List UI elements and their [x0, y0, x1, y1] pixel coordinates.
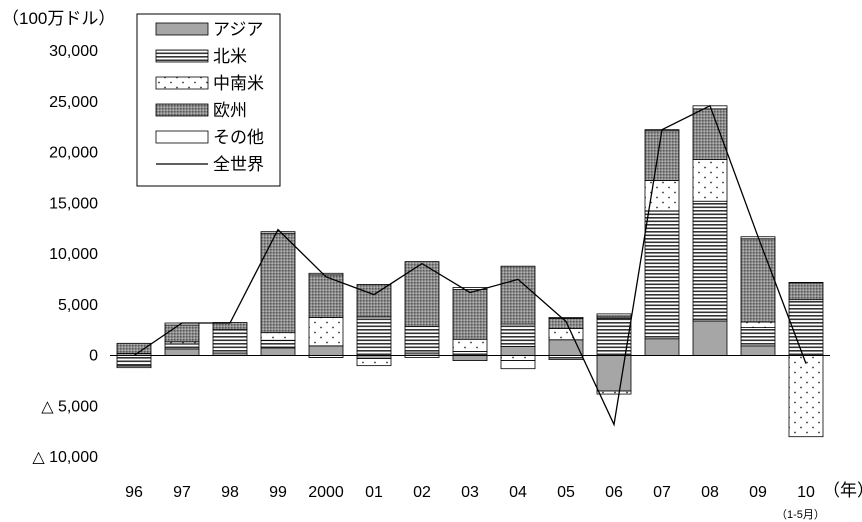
- bar-segment-namerica: [692, 200, 728, 322]
- bar-segment-asia: [644, 338, 680, 356]
- y-tick-label: 0: [89, 348, 98, 365]
- x-tick-label: 99: [269, 484, 287, 501]
- bar-segment-europe: [740, 238, 776, 323]
- bar-segment-lamerica: [596, 390, 632, 395]
- legend-label-line: 全世界: [213, 155, 264, 174]
- bar-segment-lamerica: [548, 328, 584, 341]
- bar-segment-asia: [452, 355, 488, 361]
- x-tick-label: 98: [221, 484, 239, 501]
- bar-segment-europe: [356, 284, 392, 318]
- bar-segment-namerica: [404, 326, 440, 354]
- bar-segment-asia: [260, 347, 296, 356]
- bar-segment-europe: [260, 232, 296, 334]
- x-tick-label: 08: [701, 484, 719, 501]
- x-tick-label: 2000: [308, 484, 344, 501]
- y-tick-label: 10,000: [49, 246, 98, 263]
- bar-segment-namerica: [260, 339, 296, 349]
- bar-segment-europe: [116, 342, 152, 354]
- legend-swatch-asia: [155, 22, 209, 36]
- legend-label-other: その他: [213, 128, 264, 147]
- legend-swatch-other: [155, 130, 209, 144]
- x-tick-label: 06: [605, 484, 623, 501]
- bar-segment-other: [548, 317, 584, 319]
- y-tick-label: 25,000: [49, 94, 98, 111]
- x-tick-label: 96: [125, 484, 143, 501]
- legend-label-asia: アジア: [213, 20, 263, 39]
- x-tick-label: 01: [365, 484, 383, 501]
- y-tick-label: 20,000: [49, 145, 98, 162]
- bar-segment-namerica: [116, 355, 152, 367]
- x-tick-label: 97: [173, 484, 191, 501]
- bar-segment-asia: [740, 345, 776, 356]
- bar-segment-asia: [164, 348, 200, 356]
- bar-segment-namerica: [788, 299, 824, 356]
- bar-segment-namerica: [740, 327, 776, 347]
- y-tick-label: 15,000: [49, 195, 98, 212]
- bar-stacks: [116, 105, 824, 438]
- bar-segment-other: [308, 272, 344, 276]
- bar-segment-europe: [548, 318, 584, 330]
- x-axis-ticks: 96 97 98 99 2000 01 02 03 04 05 06 07 08 09 10: [125, 484, 815, 501]
- bar-segment-asia: [692, 320, 728, 356]
- bar-segment-namerica: [212, 329, 248, 354]
- legend-swatch-europe: [155, 103, 209, 117]
- y-axis-ticks: 30,000 25,000 20,000 15,000 10,000 5,000 0 △ 5,…: [32, 43, 98, 466]
- y-tick-label: 30,000: [49, 43, 98, 60]
- legend-label-lamerica: 中南米: [213, 74, 264, 93]
- x-tick-label: 09: [749, 484, 767, 501]
- x-tick-label: 05: [557, 484, 575, 501]
- bar-segment-other: [788, 282, 824, 284]
- world-total-line: [133, 104, 807, 427]
- bar-segment-namerica: [596, 317, 632, 356]
- bar-segment-europe: [788, 282, 824, 301]
- y-tick-label: 5,000: [58, 297, 98, 314]
- x-tick-label: 03: [461, 484, 479, 501]
- bar-segment-lamerica: [308, 317, 344, 347]
- bar-segment-lamerica: [740, 321, 776, 328]
- bar-segment-lamerica: [788, 355, 824, 438]
- legend-swatch-lamerica: [155, 76, 209, 90]
- bar-segment-lamerica: [452, 338, 488, 352]
- bar-segment-europe: [644, 130, 680, 181]
- y-tick-label: △ 5,000: [41, 398, 98, 415]
- bar-segment-asia: [500, 345, 536, 356]
- bar-segment-europe: [452, 289, 488, 340]
- y-axis-unit-label: （100万ドル）: [2, 9, 115, 28]
- legend-label-europe: 欧州: [213, 101, 247, 120]
- bar-segment-other: [260, 231, 296, 234]
- bar-segment-europe: [692, 108, 728, 161]
- bar-segment-lamerica: [260, 332, 296, 341]
- x-tick-label: 02: [413, 484, 431, 501]
- bar-segment-other: [596, 313, 632, 317]
- x-tick-label: 07: [653, 484, 671, 501]
- bar-segment-namerica: [452, 351, 488, 356]
- x-axis-period-note: （1-5月）: [776, 508, 825, 521]
- bar-segment-europe: [500, 265, 536, 325]
- x-tick-label: 10: [797, 484, 815, 501]
- bar-segment-namerica: [548, 355, 584, 360]
- x-axis-unit-label: （年）: [823, 481, 862, 500]
- legend-box: [136, 13, 281, 187]
- y-tick-label: △ 10,000: [32, 449, 98, 466]
- bar-segment-namerica: [356, 316, 392, 356]
- bar-segment-asia: [308, 345, 344, 356]
- bar-segment-lamerica: [356, 358, 392, 367]
- x-tick-label: 04: [509, 484, 527, 501]
- bar-segment-lamerica: [692, 159, 728, 202]
- bar-segment-europe: [164, 324, 200, 343]
- bar-segment-asia: [596, 355, 632, 392]
- legend-label-namerica: 北米: [213, 47, 247, 66]
- bar-segment-europe: [404, 261, 440, 327]
- bar-segment-namerica: [164, 343, 200, 350]
- legend-swatch-namerica: [155, 49, 209, 63]
- bar-segment-namerica: [500, 323, 536, 347]
- bar-segment-namerica: [644, 210, 680, 340]
- bar-segment-other: [116, 365, 152, 369]
- bar-segment-other: [500, 360, 536, 370]
- bar-segment-lamerica: [500, 355, 536, 361]
